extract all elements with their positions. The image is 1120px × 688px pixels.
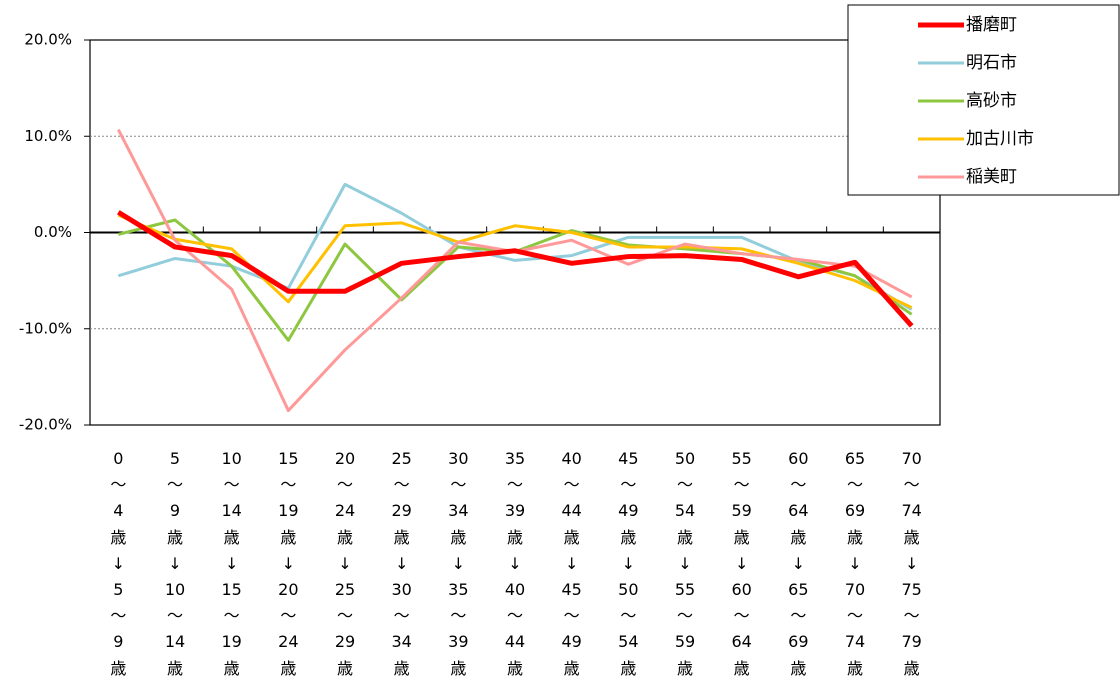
x-tick-label: 15 ～ 19 歳 ↓ 20 ～ 24 歳 xyxy=(278,449,299,678)
x-tick-label: 0 ～ 4 歳 ↓ 5 ～ 9 歳 xyxy=(110,449,127,678)
series-line xyxy=(117,182,913,311)
x-tick-label: 60 ～ 64 歳 ↓ 65 ～ 69 歳 xyxy=(788,449,809,678)
y-tick-label: -10.0% xyxy=(19,319,72,337)
y-tick-label: 10.0% xyxy=(24,127,72,145)
y-tick-label: -20.0% xyxy=(19,416,72,434)
legend-label: 播磨町 xyxy=(966,15,1017,35)
x-tick-label: 5 ～ 9 歳 ↓ 10 ～ 14 歳 xyxy=(164,449,186,678)
legend-label: 高砂市 xyxy=(966,91,1017,111)
x-tick-label: 40 ～ 44 歳 ↓ 45 ～ 49 歳 xyxy=(561,449,582,678)
y-tick-label: 0.0% xyxy=(34,223,72,241)
legend-label: 明石市 xyxy=(966,53,1017,73)
x-tick-label: 25 ～ 29 歳 ↓ 30 ～ 34 歳 xyxy=(391,449,412,678)
x-tick-label: 35 ～ 39 歳 ↓ 40 ～ 44 歳 xyxy=(504,449,526,678)
legend-label: 稲美町 xyxy=(966,167,1017,187)
series-line xyxy=(117,210,914,328)
x-tick-label: 45 ～ 49 歳 ↓ 50 ～ 54 歳 xyxy=(618,449,639,678)
y-tick-label: 20.0% xyxy=(24,31,72,49)
x-tick-label: 65 ～ 69 歳 ↓ 70 ～ 74 歳 xyxy=(844,449,866,678)
legend-box xyxy=(847,4,1120,196)
legend-label: 加古川市 xyxy=(966,129,1034,149)
x-tick-label: 30 ～ 34 歳 ↓ 35 ～ 39 歳 xyxy=(448,449,469,678)
x-tick-label: 10 ～ 14 歳 ↓ 15 ～ 19 歳 xyxy=(221,449,242,678)
x-tick-label: 50 ～ 54 歳 ↓ 55 ～ 59 歳 xyxy=(674,449,696,678)
x-tick-label: 70 ～ 74 歳 ↓ 75 ～ 79 歳 xyxy=(901,449,922,678)
x-tick-label: 55 ～ 59 歳 ↓ 60 ～ 64 歳 xyxy=(731,449,752,678)
x-tick-label: 20 ～ 24 歳 ↓ 25 ～ 29 歳 xyxy=(334,449,356,678)
